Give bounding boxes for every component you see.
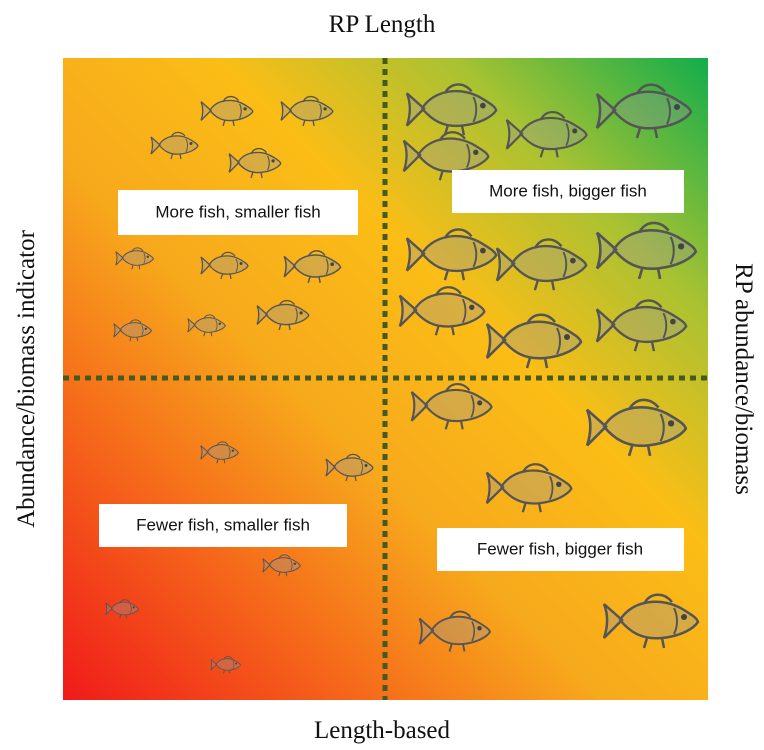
- quadrant-label: Fewer fish, smaller fish: [136, 515, 310, 534]
- label-box: [99, 504, 347, 547]
- top-label: RP Length: [329, 11, 436, 38]
- label-box: [437, 528, 684, 571]
- quadrant-label: More fish, bigger fish: [489, 181, 647, 200]
- bottom-label: Length-based: [314, 717, 451, 744]
- label-box: [452, 170, 684, 213]
- quadrant-label: Fewer fish, bigger fish: [477, 539, 643, 558]
- left-label: Abundance/biomass indicator: [13, 229, 40, 528]
- right-label: RP abundance/biomass: [730, 263, 757, 495]
- label-box: [118, 190, 358, 235]
- quadrant-label: More fish, smaller fish: [155, 202, 320, 221]
